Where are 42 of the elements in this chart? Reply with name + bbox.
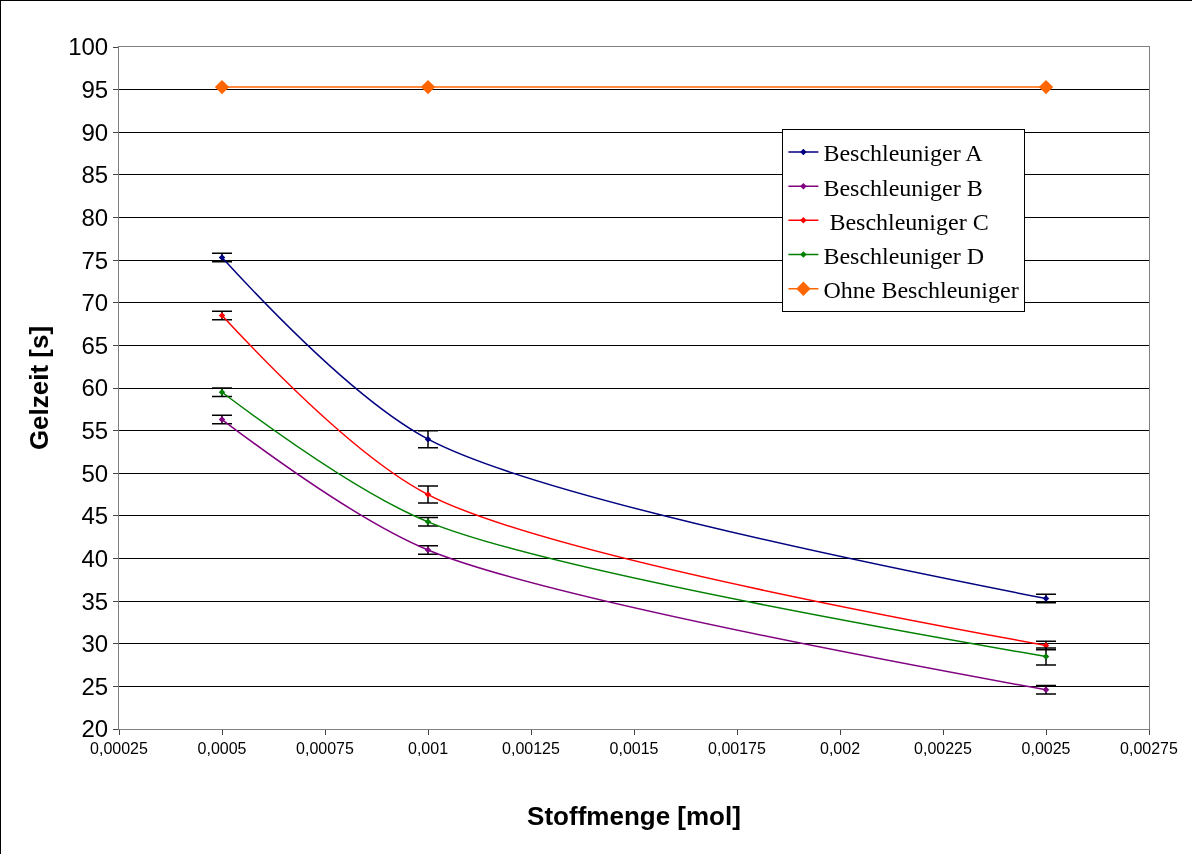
point xyxy=(214,79,230,95)
x-tick-label: 0,00025 xyxy=(90,740,149,758)
x-tick-label: 0,00175 xyxy=(708,740,767,758)
y-tick-label: 30 xyxy=(81,630,109,658)
x-axis-title: Stoffmenge [mol] xyxy=(527,800,741,831)
y-tick-label: 100 xyxy=(68,33,109,61)
legend-label: Beschleuniger D xyxy=(823,242,985,269)
x-tick-label: 0,0005 xyxy=(197,740,247,758)
legend-label: Beschleuniger C xyxy=(823,208,989,235)
y-tick-label: 95 xyxy=(81,76,109,104)
y-axis-title: Gelzeit [s] xyxy=(23,325,54,451)
point xyxy=(420,79,436,95)
point xyxy=(424,546,432,554)
y-tick-label: 25 xyxy=(81,672,109,700)
y-tick-label: 65 xyxy=(81,331,109,359)
x-tick-label: 0,00075 xyxy=(296,740,355,758)
legend-label: Beschleuniger B xyxy=(823,174,983,201)
y-tick-label: 55 xyxy=(81,417,109,445)
y-tick-label: 70 xyxy=(81,289,109,317)
legend-label: Beschleuniger A xyxy=(823,140,984,167)
y-tick-label: 90 xyxy=(81,118,109,146)
y-tick-label: 60 xyxy=(81,374,109,402)
y-tick-label: 50 xyxy=(81,459,109,487)
point xyxy=(1038,79,1054,95)
x-tick-label: 0,002 xyxy=(819,740,861,758)
point xyxy=(1042,686,1050,694)
y-tick-label: 45 xyxy=(81,502,109,530)
y-tick-label: 85 xyxy=(81,161,109,189)
x-tick-label: 0,001 xyxy=(407,740,449,758)
legend-label: Ohne Beschleuniger xyxy=(823,277,1019,304)
x-tick-label: 0,00225 xyxy=(914,740,973,758)
y-tick-label: 35 xyxy=(81,587,109,615)
x-tick-label: 0,0025 xyxy=(1021,740,1071,758)
x-tick-label: 0,00125 xyxy=(502,740,561,758)
y-tick-label: 40 xyxy=(81,544,109,572)
point xyxy=(424,518,432,526)
x-tick-label: 0,0015 xyxy=(609,740,659,758)
y-tick-label: 80 xyxy=(81,203,109,231)
y-tick-label: 75 xyxy=(81,246,109,274)
y-tick-label: 20 xyxy=(81,715,109,743)
x-tick-label: 0,00275 xyxy=(1120,740,1179,758)
point xyxy=(218,389,226,396)
